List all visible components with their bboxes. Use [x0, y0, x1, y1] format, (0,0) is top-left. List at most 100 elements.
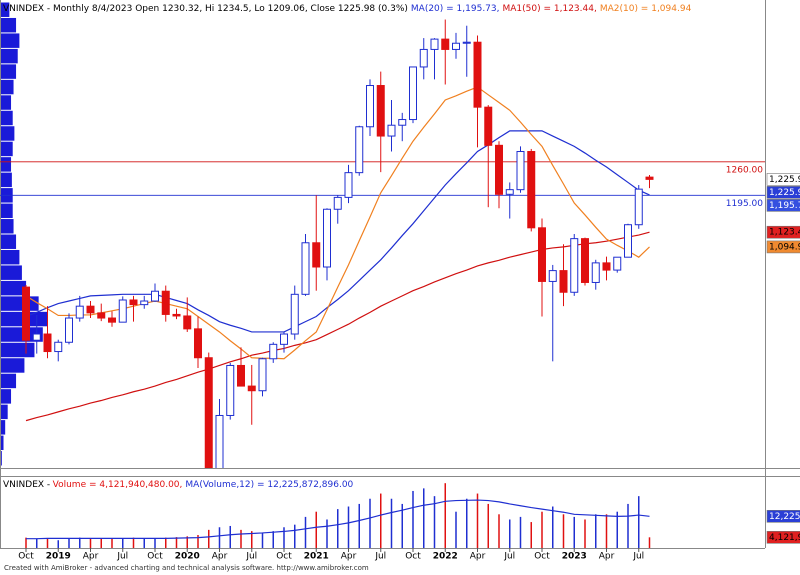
candle-body	[151, 290, 159, 302]
candle-body	[269, 343, 278, 360]
candle-body	[161, 290, 170, 315]
price-panel	[0, 2, 765, 468]
volume-bar	[100, 538, 102, 548]
candle-body	[419, 48, 428, 68]
y-tick-label: 1195.00	[726, 199, 763, 209]
candle-body	[108, 317, 116, 323]
volume-profile-bar	[1, 141, 13, 157]
x-tick-label: Apr	[470, 552, 486, 562]
value-tag	[766, 186, 800, 199]
volume-bar	[541, 511, 543, 548]
x-tick-label: Oct	[147, 552, 163, 562]
x-tick-label: Jul	[116, 552, 128, 562]
candle-body	[376, 85, 385, 137]
volume-bar	[165, 537, 167, 548]
candle-body	[312, 242, 321, 268]
volume-bar	[455, 511, 457, 548]
header-part: VNINDEX -	[3, 480, 50, 490]
candle-body	[86, 305, 95, 314]
volume-bar	[197, 535, 199, 548]
volume-profile-bar	[1, 172, 12, 188]
candle-body	[441, 38, 450, 50]
volume-profile-bar	[1, 234, 17, 249]
candle-body	[516, 151, 525, 191]
x-tick-label: Apr	[599, 552, 615, 562]
candle-body	[247, 385, 256, 392]
volume-bar	[79, 537, 81, 548]
volume-profile-bar	[1, 420, 6, 435]
x-tick-label: 2020	[175, 552, 200, 562]
volume-bar	[423, 488, 425, 548]
volume-bar	[36, 538, 38, 548]
volume-profile-bar	[1, 157, 12, 172]
volume-profile-bar	[1, 435, 4, 451]
volume-bar	[627, 503, 629, 548]
candle-body	[75, 305, 84, 319]
volume-profile-bar	[1, 451, 2, 466]
volume-bar	[186, 536, 188, 548]
candle-body	[591, 262, 600, 283]
volume-bar	[218, 527, 221, 548]
candle-body	[65, 317, 73, 343]
candle-body	[172, 313, 181, 317]
value-tag-label: 1,225.98	[769, 175, 800, 185]
volume-bar	[498, 514, 500, 548]
candle-body	[301, 242, 310, 295]
volume-profile-bar	[1, 33, 20, 48]
x-tick-label: Oct	[405, 552, 421, 562]
x-tick-label: Jul	[374, 552, 386, 562]
x-tick-label: 2023	[562, 552, 587, 562]
candle-body	[387, 124, 396, 137]
volume-profile-bar	[1, 219, 14, 234]
volume-bar	[509, 519, 511, 548]
candle-body	[194, 328, 202, 359]
volume-profile-bar	[1, 203, 13, 219]
volume-profile-bar	[1, 404, 8, 420]
volume-bar	[380, 493, 382, 548]
value-tag-label: 1,195.73	[769, 201, 800, 211]
volume-bar	[111, 538, 113, 548]
volume-bar	[487, 503, 489, 548]
volume-bar	[337, 509, 339, 548]
footer: Created with AmiBroker - advanced charti…	[4, 564, 369, 572]
x-tick-label: Jul	[503, 552, 515, 562]
candle-body	[290, 293, 299, 335]
candle-body	[409, 66, 417, 121]
candle-body	[613, 256, 622, 271]
candle-body	[183, 315, 192, 330]
volume-bar	[476, 493, 479, 548]
candle-body	[32, 333, 41, 341]
volume-bar	[68, 538, 70, 548]
candle-body	[226, 364, 235, 416]
candle-body	[54, 341, 63, 353]
candle-body	[140, 300, 149, 306]
volume-profile-bar	[1, 327, 43, 342]
volume-bar	[294, 524, 296, 548]
volume-bar	[401, 503, 403, 548]
volume-profile-bar	[1, 110, 13, 126]
candle-body	[645, 176, 654, 180]
volume-profile-bar	[1, 296, 39, 311]
volume-bar	[358, 503, 360, 548]
candle-body	[43, 333, 52, 353]
volume-bar	[444, 483, 446, 548]
y-tick-label: 1260.00	[726, 165, 763, 175]
candle-body	[473, 41, 482, 108]
volume-bar	[519, 516, 522, 548]
ma-line	[25, 86, 650, 360]
value-tag	[766, 199, 800, 212]
volume-profile-bar	[1, 373, 17, 389]
header-part: MA(Volume,12) = 12,225,872,896.00	[185, 480, 353, 490]
candle-body	[97, 312, 106, 319]
header-part: MA2(10) = 1,094.94	[600, 4, 692, 14]
candle-body	[634, 188, 643, 226]
x-tick-label: Jul	[245, 552, 257, 562]
candle-body	[505, 189, 514, 195]
volume-profile-bar	[1, 95, 12, 110]
volume-profile-bar	[1, 280, 27, 296]
x-tick-label: 2021	[304, 552, 329, 562]
x-tick-label: Apr	[341, 552, 357, 562]
volume-bar	[562, 514, 565, 548]
candle-body	[129, 299, 138, 306]
candle-body	[538, 227, 546, 282]
